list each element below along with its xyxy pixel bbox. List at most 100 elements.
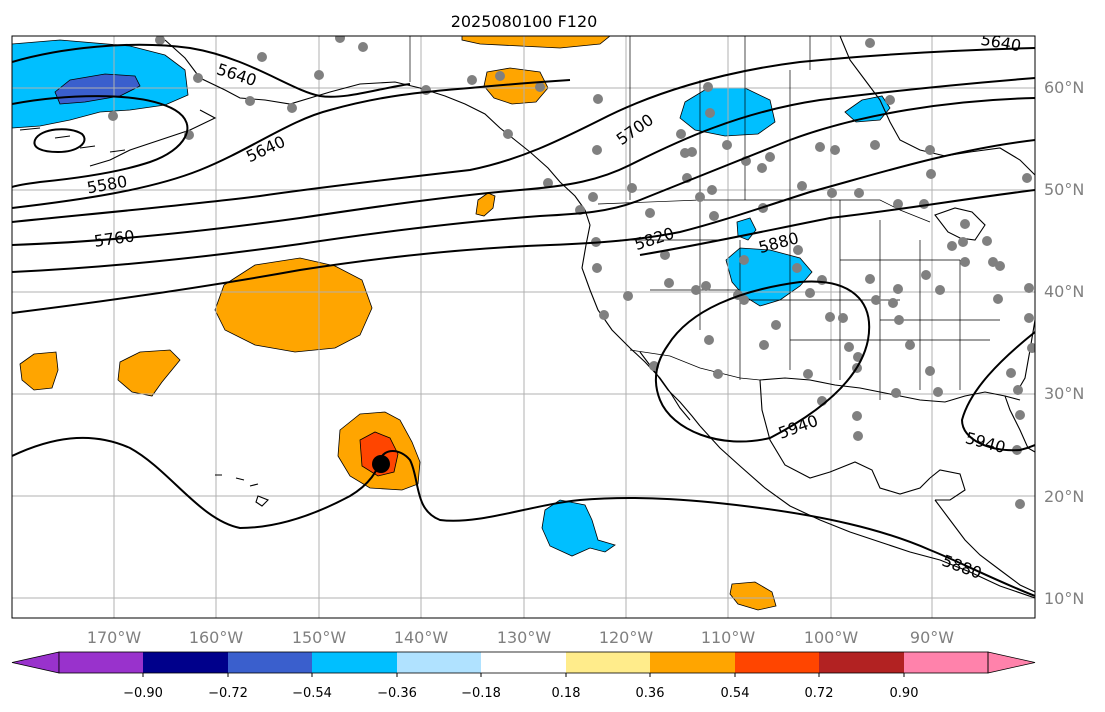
contour-5820 xyxy=(12,139,1035,314)
tropical-cyclone-center-marker xyxy=(372,455,390,473)
station-dot xyxy=(982,236,992,246)
station-dot xyxy=(664,278,674,288)
station-dot xyxy=(894,315,904,325)
contour-5940-closed xyxy=(654,280,871,443)
station-dot xyxy=(588,192,598,202)
shade-west-orange-1 xyxy=(19,351,59,391)
colorbar-tick-label: −0.54 xyxy=(292,686,332,701)
station-dot xyxy=(792,263,802,273)
station-dot xyxy=(627,183,637,193)
shade-pacific-orange xyxy=(214,257,373,353)
station-dot xyxy=(893,199,903,209)
colorbar-segment xyxy=(819,652,904,673)
station-dot xyxy=(535,82,545,92)
contour-label-5880-s: 5880 xyxy=(940,551,985,583)
station-dot xyxy=(854,188,864,198)
station-dot xyxy=(704,335,714,345)
station-dot xyxy=(1006,368,1016,378)
map-frame xyxy=(11,35,1036,619)
colorbar-extend-max xyxy=(987,651,1036,674)
lon-label: 120°W xyxy=(599,628,654,647)
station-dot xyxy=(155,36,165,45)
station-dot xyxy=(623,291,633,301)
lon-label: 100°W xyxy=(804,628,859,647)
colorbar-segment xyxy=(735,652,819,673)
colorbar-segment xyxy=(59,652,143,673)
contour-label-5640-a: 5640 xyxy=(214,59,259,90)
contour-5640-a xyxy=(12,43,411,98)
station-dot xyxy=(645,208,655,218)
station-dot xyxy=(707,185,717,195)
station-dot xyxy=(709,211,719,221)
contour-5760 xyxy=(12,77,1035,246)
station-dot xyxy=(759,340,769,350)
shade-small-orange xyxy=(475,192,496,217)
station-dot xyxy=(885,95,895,105)
contour-5880-south xyxy=(12,436,1035,597)
lat-label: 60°N xyxy=(1044,78,1084,97)
station-dot xyxy=(1013,385,1023,395)
contour-5880 xyxy=(639,189,1035,256)
contour-5760b xyxy=(12,97,1035,273)
political-borders xyxy=(409,36,1000,400)
station-dot xyxy=(815,142,825,152)
colorbar-segment xyxy=(481,652,566,673)
colorbar-segment xyxy=(143,652,228,673)
shade-bottom-orange xyxy=(729,581,777,611)
anomaly-shading xyxy=(12,36,891,611)
colorbar-tick-labels: −0.90 −0.72 −0.54 −0.36 −0.18 0.18 0.36 … xyxy=(123,686,918,701)
station-dot xyxy=(543,178,553,188)
station-dot xyxy=(421,85,431,95)
station-dot xyxy=(1024,283,1034,293)
station-dot xyxy=(1027,343,1035,353)
coast-gulf-mexico xyxy=(759,379,931,495)
shade-west-orange-2 xyxy=(117,349,181,397)
height-contours xyxy=(12,43,1035,597)
coast-mexico-west xyxy=(699,425,1035,599)
longitude-labels: 170°W 160°W 150°W 140°W 130°W 120°W 110°… xyxy=(87,628,954,647)
station-dot xyxy=(193,73,203,83)
lon-label: 150°W xyxy=(292,628,347,647)
station-dot xyxy=(935,285,945,295)
station-dot xyxy=(921,270,931,280)
station-dot xyxy=(358,42,368,52)
station-dot xyxy=(713,369,723,379)
station-dot xyxy=(593,94,603,104)
map-area: 5640 5640 5640 5580 5760 5700 5820 5880 … xyxy=(12,36,1035,618)
coast-east xyxy=(1017,319,1035,391)
station-dot xyxy=(993,294,1003,304)
station-dot xyxy=(852,411,862,421)
colorbar-segment xyxy=(312,652,397,673)
colorbar-tick-label: 0.72 xyxy=(805,686,834,701)
station-dot xyxy=(676,129,686,139)
colorbar-tick-label: 0.18 xyxy=(552,686,581,701)
lat-label: 30°N xyxy=(1044,384,1084,403)
station-dot xyxy=(592,263,602,273)
station-dot xyxy=(599,310,609,320)
lon-label: 90°W xyxy=(910,628,954,647)
lat-label: 20°N xyxy=(1044,487,1084,506)
border-us-mexico xyxy=(629,349,761,381)
colorbar-tick-label: −0.72 xyxy=(208,686,248,701)
station-dot xyxy=(722,140,732,150)
station-dot xyxy=(803,369,813,379)
station-dot xyxy=(314,70,324,80)
coast-alaska-peninsula xyxy=(89,109,217,167)
lat-label: 50°N xyxy=(1044,180,1084,199)
colorbar-segment xyxy=(566,652,650,673)
station-dot xyxy=(870,140,880,150)
station-dot xyxy=(893,284,903,294)
contour-5580 xyxy=(12,95,189,188)
station-dot xyxy=(905,340,915,350)
station-dot xyxy=(865,38,875,48)
colorbar-segment xyxy=(397,652,481,673)
latitude-labels: 60°N 50°N 40°N 30°N 20°N 10°N xyxy=(1044,78,1084,608)
colorbar xyxy=(11,651,1036,677)
station-dot xyxy=(853,431,863,441)
station-dot xyxy=(701,281,711,291)
station-dot xyxy=(703,82,713,92)
colorbar-segment xyxy=(228,652,312,673)
station-dot xyxy=(995,261,1005,271)
colorbar-tick-label: −0.18 xyxy=(461,686,501,701)
